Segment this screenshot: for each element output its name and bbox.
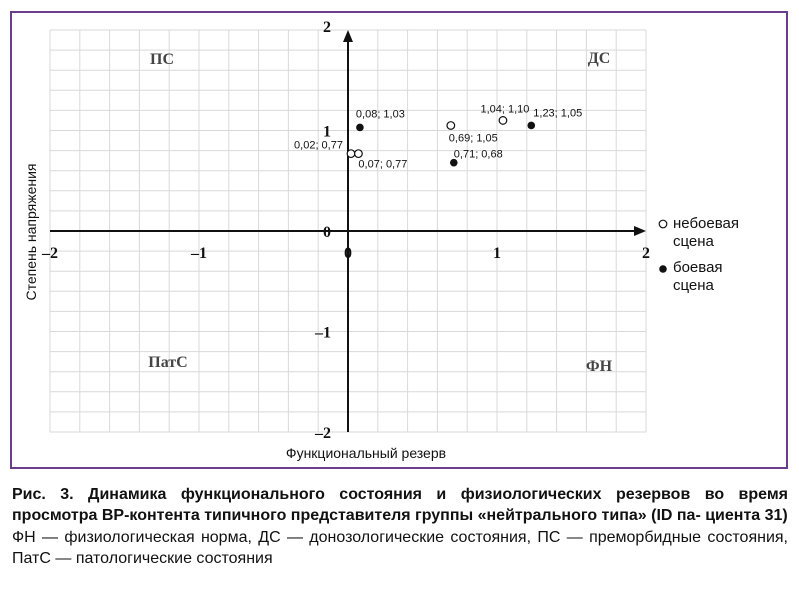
caption-description: ФН — физиологическая норма, ДС — донозол… xyxy=(12,529,788,567)
data-points xyxy=(346,116,536,167)
y-tick-label: –2 xyxy=(314,425,331,442)
legend-label-1-line2: сцена xyxy=(673,233,715,250)
legend-label-2-line1: боевая xyxy=(673,259,723,276)
y-tick-label: –1 xyxy=(314,325,331,342)
y-axis-arrow xyxy=(343,30,353,42)
legend-marker-open xyxy=(658,219,668,229)
y-tick-label: 0 xyxy=(323,224,331,241)
point-labels: 0,02; 0,77 0,07; 0,77 0,69; 1,05 1,04; 1,10… xyxy=(294,103,582,170)
x-tick-label: –1 xyxy=(190,245,207,262)
tick-labels: –2 –1 0 1 2 2 1 0 –1 –2 xyxy=(41,19,650,442)
quadrant-label-top-right: ДС xyxy=(588,50,611,67)
point-label: 0,02; 0,77 xyxy=(294,140,343,152)
legend-label-2-line2: сцена xyxy=(673,277,715,294)
y-axis-label: Степень напряжения xyxy=(23,163,39,300)
figure-caption: Рис. 3. Динамика функционального состоян… xyxy=(12,484,788,569)
point-label: 1,04; 1,10 xyxy=(480,103,529,115)
point-open xyxy=(346,149,356,159)
legend-label-1-line1: небоевая xyxy=(673,215,739,232)
point-filled xyxy=(356,123,364,132)
legend: небоевая сцена боевая сцена xyxy=(658,215,739,294)
caption-title: Рис. 3. Динамика функционального состоян… xyxy=(12,486,788,524)
point-label: 0,08; 1,03 xyxy=(356,108,405,120)
quadrant-label-bottom-left: ПатС xyxy=(148,354,187,371)
legend-marker-filled xyxy=(659,265,667,273)
point-filled xyxy=(527,121,536,130)
chart-frame xyxy=(10,11,788,469)
x-tick-label: –2 xyxy=(41,245,58,262)
point-open xyxy=(498,116,508,125)
quadrant-label-bottom-right: ФН xyxy=(586,358,613,375)
x-axis-arrow xyxy=(634,226,646,236)
point-open xyxy=(354,149,363,159)
point-label: 0,71; 0,68 xyxy=(454,149,503,161)
y-tick-label: 1 xyxy=(323,124,331,141)
x-tick-label: 0 xyxy=(344,245,352,262)
axes xyxy=(50,30,646,432)
point-label: 0,69; 1,05 xyxy=(449,132,498,144)
x-tick-label: 1 xyxy=(493,245,501,262)
x-tick-label: 2 xyxy=(642,245,650,262)
quadrant-label-top-left: ПС xyxy=(150,51,174,68)
point-label: 1,23; 1,05 xyxy=(533,107,582,119)
y-tick-label: 2 xyxy=(323,19,331,36)
point-label: 0,07; 0,77 xyxy=(358,159,407,171)
x-axis-label: Функциональный резерв xyxy=(286,445,446,461)
point-open xyxy=(446,121,456,130)
point-filled xyxy=(449,158,458,167)
